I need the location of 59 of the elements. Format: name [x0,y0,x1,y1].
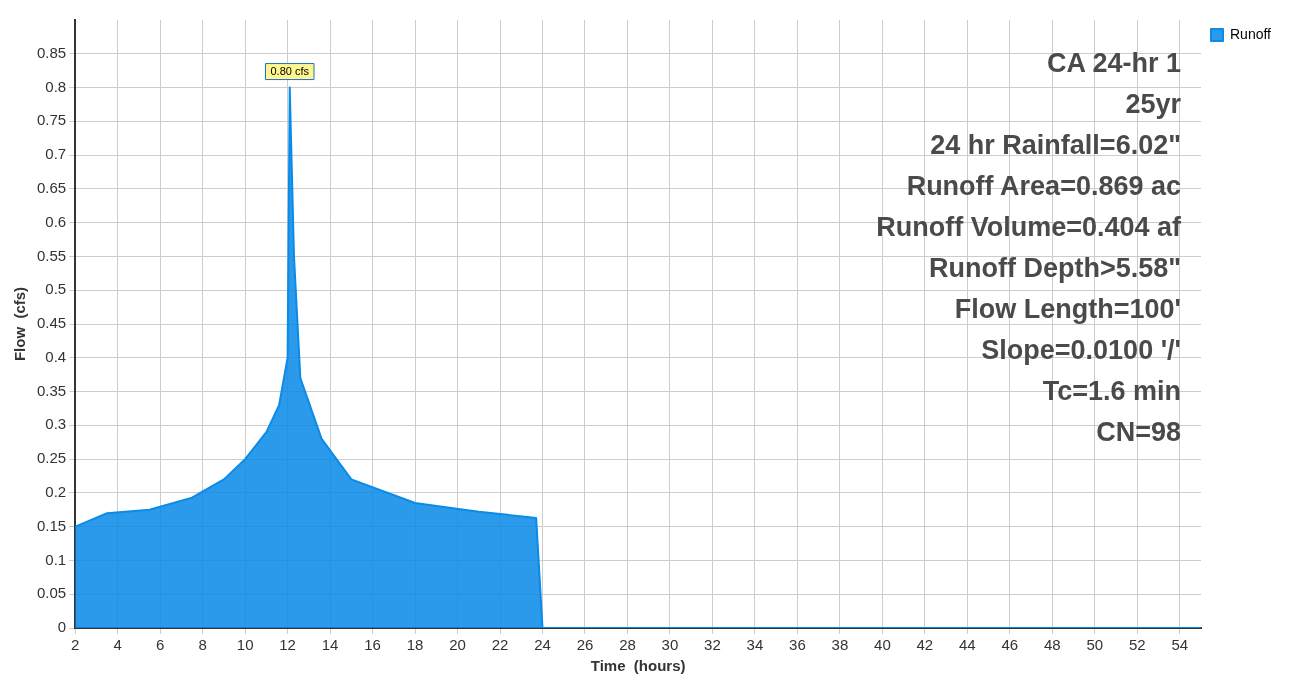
x-tick-label: 4 [113,636,122,654]
x-tick-label: 50 [1086,636,1104,654]
y-tick-label: 0 [57,618,67,636]
legend-label: Runoff [1230,25,1272,42]
annotation: Runoff Area=0.869 ac [906,171,1181,202]
x-tick-label: 48 [1043,636,1061,654]
y-tick-label: 0.25 [36,449,67,467]
x-tick-label: 32 [704,636,721,654]
y-tick-label: 0.55 [36,246,67,264]
y-tick-label: 0.6 [45,212,67,230]
x-tick-label: 34 [746,636,764,654]
y-tick-label: 0.75 [36,111,67,129]
y-tick-label: 0.15 [36,516,67,534]
annotation: Flow Length=100' [954,294,1181,325]
x-tick-label: 28 [619,636,636,654]
x-tick-label: 12 [279,636,296,654]
x-tick-label: 14 [321,636,339,654]
y-tick-label: 0.2 [45,483,67,501]
x-tick-label: 26 [576,636,594,654]
x-tick-label: 16 [364,636,381,654]
annotation: Runoff Depth>5.58" [928,253,1181,284]
x-tick-label: 54 [1171,636,1189,654]
y-tick-label: 0.05 [36,584,67,602]
y-tick-label: 0.4 [45,347,67,365]
y-tick-label: 0.8 [45,77,67,95]
y-tick-label: 0.65 [36,179,67,197]
x-tick-label: 10 [236,636,254,654]
annotation: CA 24-hr 1 [1046,48,1181,79]
y-tick-label: 0.5 [45,280,67,298]
x-tick-label: 40 [874,636,891,654]
x-tick-label: 8 [198,636,207,654]
y-tick-label: 0.85 [36,43,67,61]
x-tick-label: 36 [789,636,806,654]
x-tick-label: 6 [155,636,165,654]
x-tick-label: 42 [916,636,934,654]
y-tick-label: 0.35 [36,381,67,399]
x-tick-label: 46 [1001,636,1019,654]
annotation: Slope=0.0100 '/' [981,335,1181,366]
y-tick-label: 0.1 [45,550,67,568]
x-tick-label: 24 [534,636,551,654]
y-tick-label: 0.3 [45,415,67,433]
y-axis-title: Flow (cfs) [11,286,29,362]
annotation: Tc=1.6 min [1042,376,1181,407]
annotation: CN=98 [1096,417,1181,448]
annotation: 0.80 cfs [270,64,310,77]
y-tick-label: 0.45 [36,314,67,332]
y-tick-label: 0.7 [45,145,67,163]
x-tick-label: 22 [491,636,509,654]
x-tick-label: 44 [959,636,976,654]
annotation: Runoff Volume=0.404 af [876,212,1182,243]
x-tick-label: 52 [1128,636,1146,654]
annotation: 24 hr Rainfall=6.02" [930,130,1181,161]
x-tick-label: 30 [661,636,679,654]
x-tick-label: 20 [449,636,466,654]
annotation: 25yr [1125,89,1182,120]
x-tick-label: 18 [406,636,424,654]
x-tick-label: 2 [71,636,80,654]
x-tick-label: 38 [831,636,849,654]
x-axis-title: Time (hours) [590,657,686,675]
